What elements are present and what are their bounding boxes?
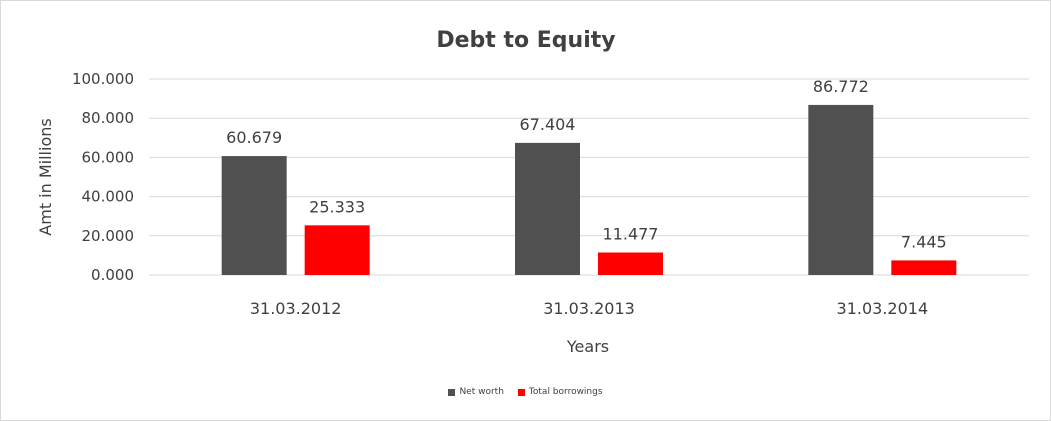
y-tick-label: 80.000 [82, 109, 135, 127]
legend-swatch-total-borrowings [517, 388, 525, 396]
y-tick-label: 100.000 [72, 70, 134, 88]
chart-title: Debt to Equity [436, 28, 615, 53]
x-tick-label: 31.03.2012 [250, 299, 342, 318]
y-tick-label: 0.000 [91, 266, 134, 284]
legend-item-net-worth[interactable]: Net worth [448, 387, 504, 397]
legend-item-total-borrowings[interactable]: Total borrowings [517, 387, 603, 397]
data-label: 11.477 [603, 225, 659, 244]
bars [221, 104, 957, 275]
y-tick-label: 40.000 [82, 188, 135, 206]
legend-label-net-worth: Net worth [459, 387, 504, 397]
data-labels: 60.679 25.333 67.404 11.477 86.772 7.445 [226, 77, 947, 251]
data-label: 60.679 [226, 128, 282, 147]
data-label: 86.772 [813, 77, 869, 96]
x-axis-label: Years [566, 337, 609, 356]
legend-label-total-borrowings: Total borrowings [528, 387, 603, 397]
bar-total-borrowings [598, 252, 663, 275]
y-tick-label: 60.000 [82, 148, 135, 166]
bar-total-borrowings [891, 260, 957, 275]
y-tick-labels: 0.000 20.000 40.000 60.000 80.000 100.000 [72, 70, 134, 284]
x-tick-label: 31.03.2013 [543, 299, 635, 318]
legend-swatch-net-worth [448, 388, 456, 396]
bar-net-worth [221, 156, 287, 275]
data-label: 7.445 [901, 232, 947, 251]
bar-net-worth [808, 104, 874, 275]
data-label: 67.404 [520, 115, 576, 134]
bar-total-borrowings [304, 225, 370, 275]
x-tick-labels: 31.03.2012 31.03.2013 31.03.2014 [250, 299, 928, 318]
gridlines [149, 78, 1029, 276]
bar-net-worth [515, 142, 580, 275]
y-tick-label: 20.000 [82, 227, 135, 245]
x-tick-label: 31.03.2014 [837, 299, 929, 318]
legend: Net worth Total borrowings [1, 387, 1050, 397]
data-label: 25.333 [309, 197, 365, 216]
y-axis-label: Amt in Millions [36, 118, 55, 235]
